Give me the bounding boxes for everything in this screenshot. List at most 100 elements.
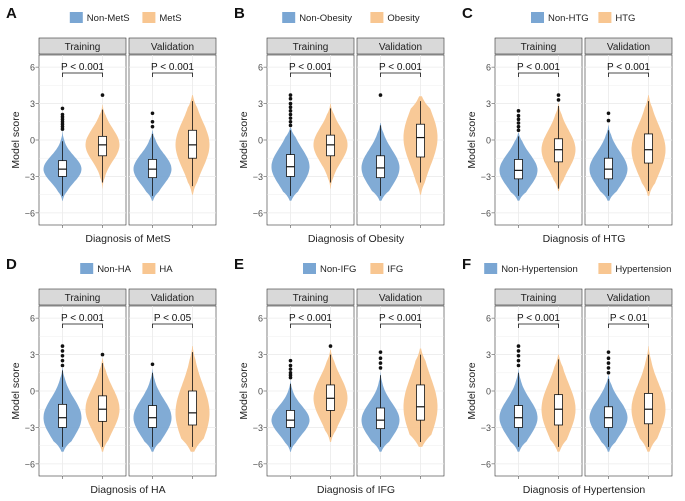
y-tick-label: −6 — [253, 208, 263, 218]
facet-training: Training P < 0.001 — [38, 37, 127, 228]
p-value-label: P < 0.001 — [289, 313, 332, 324]
legend-label-negative: Non-Hypertension — [501, 264, 578, 275]
facet-label: Training — [65, 293, 101, 304]
outlier-point — [60, 363, 65, 368]
legend-label-negative: Non-IFG — [320, 264, 356, 275]
facet-strip — [128, 37, 217, 55]
facet-label: Training — [293, 42, 329, 53]
y-tick-label: −6 — [253, 459, 263, 469]
facet-label: Validation — [379, 293, 422, 304]
outlier-point — [516, 358, 521, 363]
legend-key-positive — [370, 263, 384, 274]
outlier-point — [378, 361, 383, 365]
box-iqr — [286, 154, 295, 177]
facet-strip — [494, 288, 583, 306]
y-tick-label: 6 — [30, 63, 35, 73]
significance-bracket — [62, 323, 103, 328]
box-iqr — [148, 159, 157, 179]
outlier-point — [556, 98, 561, 102]
panel-e: E Non-IFG IFG Model score 6 3 0 −3 −6 Training P <… — [234, 256, 445, 496]
box-iqr — [514, 159, 523, 180]
outlier-point — [288, 367, 293, 371]
outlier-point — [288, 363, 293, 368]
box-iqr — [554, 138, 563, 163]
legend-key-negative — [80, 263, 94, 274]
x-axis-label: Diagnosis of HTG — [543, 233, 626, 245]
outlier-point — [606, 356, 611, 361]
y-tick-label: 0 — [486, 387, 491, 397]
y-tick-label: 0 — [258, 136, 263, 146]
facet-validation: Validation P < 0.001 — [128, 37, 217, 228]
p-value-label: P < 0.01 — [610, 313, 648, 324]
x-axis-label: Diagnosis of Hypertension — [523, 484, 646, 496]
facet-validation: Validation P < 0.001 — [356, 37, 445, 228]
box-iqr — [188, 129, 197, 159]
outlier-point — [516, 113, 521, 118]
outlier-point — [288, 105, 293, 110]
box-iqr — [326, 384, 335, 411]
legend-key-negative — [69, 12, 83, 23]
legend-key-positive — [598, 12, 612, 23]
facet-strip — [128, 288, 217, 306]
y-tick-label: 6 — [30, 314, 35, 324]
outlier-point — [60, 353, 65, 358]
panel-d: D Non-HA HA Model score 6 3 0 −3 −6 Training P < 0… — [6, 256, 217, 496]
y-tick-label: 3 — [258, 99, 263, 109]
outlier-point — [606, 370, 611, 375]
box-iqr — [286, 410, 295, 428]
box-iqr — [416, 384, 425, 421]
outlier-point — [516, 349, 521, 353]
legend-label-positive: HTG — [615, 13, 635, 24]
y-tick-label: 3 — [486, 99, 491, 109]
panel-letter: B — [234, 5, 245, 22]
legend-label-positive: MetS — [159, 13, 181, 24]
y-tick-label: 6 — [486, 63, 491, 73]
outlier-point — [150, 124, 155, 129]
facet-label: Training — [65, 42, 101, 53]
facet-strip — [38, 288, 127, 306]
y-tick-label: 0 — [258, 387, 263, 397]
legend: Non-HTG HTG — [531, 12, 635, 24]
outlier-point — [288, 358, 293, 363]
y-tick-label: −6 — [481, 208, 491, 218]
facet-strip — [356, 37, 445, 55]
facet-strip — [584, 288, 673, 306]
y-tick-label: −3 — [253, 172, 263, 182]
outlier-point — [60, 112, 65, 117]
legend-label-negative: Non-HA — [97, 264, 131, 275]
facet-training: Training P < 0.001 — [494, 37, 583, 228]
legend: Non-HA HA — [80, 263, 173, 275]
outlier-point — [150, 119, 155, 124]
p-value-label: P < 0.001 — [517, 313, 560, 324]
box-iqr — [376, 407, 385, 430]
legend-label-positive: IFG — [387, 264, 403, 275]
significance-bracket — [380, 323, 421, 328]
box-iqr — [58, 160, 67, 177]
y-tick-label: 0 — [30, 136, 35, 146]
legend-key-positive — [142, 12, 156, 23]
facet-training: Training P < 0.001 — [266, 288, 355, 479]
p-value-label: P < 0.001 — [379, 62, 422, 73]
facet-training: Training P < 0.001 — [266, 37, 355, 228]
panel-letter: A — [6, 5, 17, 22]
y-tick-label: −6 — [25, 208, 35, 218]
facet-strip — [38, 37, 127, 55]
box-iqr — [326, 134, 335, 157]
panel-a: A Non-MetS MetS Model score 6 3 0 −3 −6 Training P… — [6, 5, 217, 245]
box-iqr — [604, 406, 613, 428]
box-iqr — [188, 390, 197, 426]
y-tick-label: −6 — [481, 459, 491, 469]
x-axis-label: Diagnosis of MetS — [85, 233, 170, 245]
outlier-point — [378, 356, 383, 361]
panel-letter: F — [462, 256, 471, 273]
facet-label: Validation — [379, 42, 422, 53]
facet-validation: Validation P < 0.001 — [584, 37, 673, 228]
y-tick-label: −3 — [25, 423, 35, 433]
y-axis-label: Model score — [466, 362, 478, 419]
box-iqr — [416, 123, 425, 158]
significance-bracket — [608, 323, 649, 328]
p-value-label: P < 0.001 — [379, 313, 422, 324]
box-iqr — [148, 405, 157, 428]
